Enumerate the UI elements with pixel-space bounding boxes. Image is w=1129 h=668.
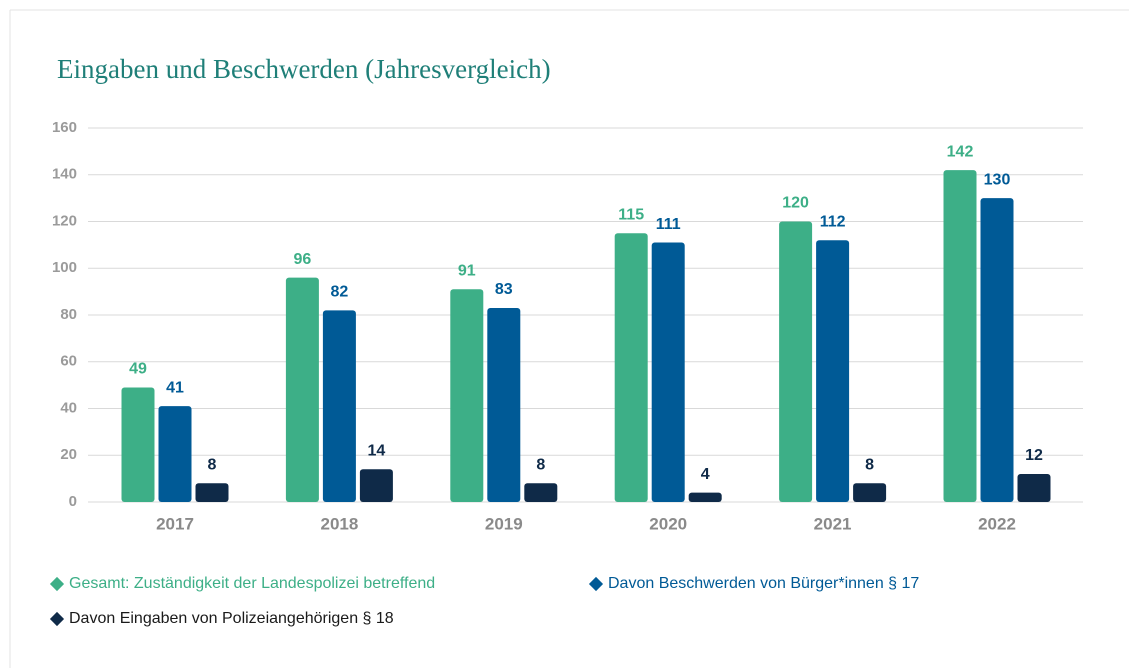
x-tick-label: 2022 [978,514,1016,533]
legend-marker [49,611,65,627]
y-tick-label: 0 [69,493,77,510]
y-tick-label: 100 [52,259,77,276]
bar [524,483,558,502]
bar [195,483,229,502]
chart-title: Eingaben und Beschwerden (Jahresvergleic… [57,54,551,84]
value-label: 96 [294,251,312,268]
y-tick-label: 20 [60,446,77,463]
bar [359,469,393,502]
legend-marker [588,576,604,592]
bar [614,233,648,502]
bar [688,492,722,502]
x-tick-label: 2017 [156,514,194,533]
value-label: 49 [129,361,147,378]
value-label: 41 [166,379,184,396]
value-label: 4 [701,466,710,483]
value-label: 112 [820,213,846,230]
y-tick-label: 120 [52,212,77,229]
bar [779,221,813,502]
bar [158,406,192,502]
value-label: 142 [947,143,974,160]
legend-label: Davon Eingaben von Polizeiangehörigen § … [69,610,394,627]
bar [853,483,887,502]
value-label: 8 [865,457,874,474]
x-tick-label: 2021 [814,514,852,533]
value-label: 83 [495,281,513,298]
y-tick-label: 80 [60,306,77,323]
legend-label: Gesamt: Zuständigkeit der Landespolizei … [69,575,435,592]
legend-label: Davon Beschwerden von Bürger*innen § 17 [608,575,919,592]
bar [121,387,155,502]
x-tick-label: 2018 [320,514,358,533]
bar [487,307,521,502]
bar [322,310,356,502]
bar [943,170,977,502]
value-label: 8 [536,457,545,474]
bar [1017,473,1051,502]
value-label: 12 [1025,447,1043,464]
y-tick-label: 140 [52,166,77,183]
value-label: 91 [458,263,476,280]
value-label: 130 [984,171,1011,188]
y-tick-label: 40 [60,399,77,416]
value-label: 8 [208,457,217,474]
value-label: 111 [656,216,681,233]
bar [651,242,685,502]
bar [980,198,1014,502]
value-label: 115 [618,206,644,223]
bar [285,277,319,502]
value-label: 120 [782,195,809,212]
x-tick-label: 2020 [649,514,687,533]
value-label: 14 [368,442,386,459]
y-tick-label: 160 [52,119,77,136]
legend-marker [49,576,65,592]
value-label: 82 [331,284,349,301]
bar [816,240,850,502]
y-tick-label: 60 [60,353,77,370]
x-tick-label: 2019 [485,514,523,533]
bar [450,289,484,502]
